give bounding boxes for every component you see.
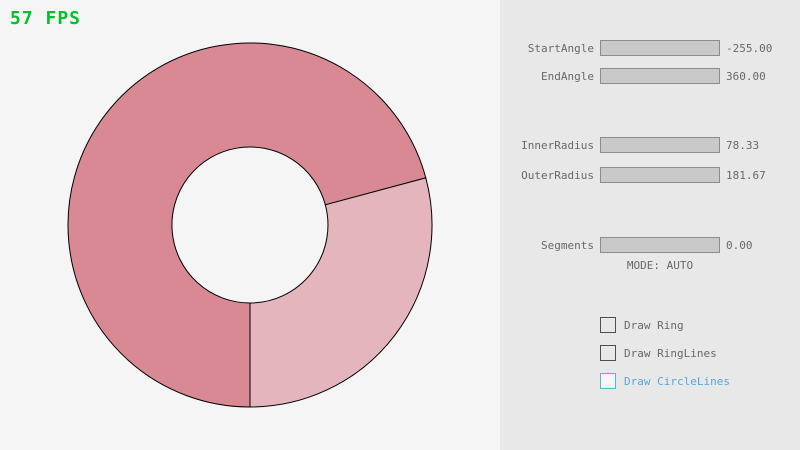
startangle-slider[interactable] bbox=[600, 40, 720, 56]
checkbox-row-draw-ring[interactable]: Draw Ring bbox=[600, 317, 684, 333]
startangle-row: StartAngle -255.00 bbox=[500, 40, 800, 56]
draw-ringlines-checkbox[interactable] bbox=[600, 345, 616, 361]
outerradius-label: OuterRadius bbox=[521, 168, 594, 182]
innerradius-value: 78.33 bbox=[726, 138, 760, 152]
segments-value: 0.00 bbox=[726, 238, 753, 252]
endangle-value: 360.00 bbox=[726, 69, 766, 83]
ring-sector-overlap bbox=[67, 42, 427, 408]
draw-ring-checkbox[interactable] bbox=[600, 317, 616, 333]
innerradius-slider[interactable] bbox=[600, 137, 720, 153]
endangle-row: EndAngle 360.00 bbox=[500, 68, 800, 84]
startangle-label: StartAngle bbox=[527, 41, 594, 55]
mode-text: MODE: AUTO bbox=[626, 259, 694, 272]
ring-canvas bbox=[67, 42, 433, 408]
endangle-slider[interactable] bbox=[600, 68, 720, 84]
outerradius-value: 181.67 bbox=[726, 168, 766, 182]
endangle-label: EndAngle bbox=[541, 69, 594, 83]
outerradius-slider[interactable] bbox=[600, 167, 720, 183]
segments-row: Segments 0.00 bbox=[500, 237, 800, 253]
controls-panel: StartAngle -255.00 EndAngle 360.00 Inner… bbox=[500, 0, 800, 450]
draw-circlelines-checkbox[interactable] bbox=[600, 373, 616, 389]
checkbox-row-draw-circlelines[interactable]: Draw CircleLines bbox=[600, 373, 730, 389]
outerradius-row: OuterRadius 181.67 bbox=[500, 167, 800, 183]
draw-circlelines-label: Draw CircleLines bbox=[624, 374, 730, 388]
ring-sector-single bbox=[249, 177, 433, 408]
innerradius-label: InnerRadius bbox=[521, 138, 594, 152]
checkbox-row-draw-ringlines[interactable]: Draw RingLines bbox=[600, 345, 717, 361]
segments-slider[interactable] bbox=[600, 237, 720, 253]
fps-counter: 57 FPS bbox=[10, 8, 82, 29]
innerradius-row: InnerRadius 78.33 bbox=[500, 137, 800, 153]
draw-ring-label: Draw Ring bbox=[624, 318, 684, 332]
segments-label: Segments bbox=[541, 238, 594, 252]
startangle-value: -255.00 bbox=[726, 41, 773, 55]
draw-ringlines-label: Draw RingLines bbox=[624, 346, 717, 360]
